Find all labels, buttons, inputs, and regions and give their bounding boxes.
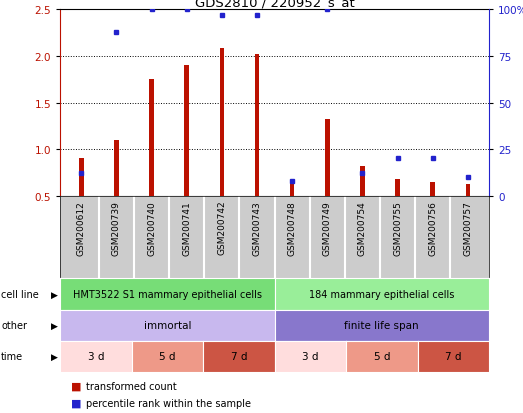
Text: ▶: ▶ — [51, 290, 58, 299]
Text: cell line: cell line — [1, 289, 39, 299]
Bar — [255, 55, 259, 196]
Text: ▶: ▶ — [51, 321, 58, 330]
Bar — [185, 66, 189, 196]
Text: ■: ■ — [71, 381, 81, 391]
Bar — [290, 182, 294, 196]
Text: ■: ■ — [71, 398, 81, 408]
Bar — [79, 159, 84, 196]
Bar — [149, 80, 154, 196]
Text: GSM200743: GSM200743 — [253, 200, 262, 255]
Text: GSM200612: GSM200612 — [77, 200, 86, 255]
Text: time: time — [1, 351, 23, 361]
Text: GSM200742: GSM200742 — [218, 200, 226, 255]
Text: GSM200755: GSM200755 — [393, 200, 402, 255]
Text: ▶: ▶ — [51, 352, 58, 361]
Bar — [395, 179, 400, 196]
Text: 5 d: 5 d — [373, 351, 390, 361]
Text: 7 d: 7 d — [445, 351, 461, 361]
Text: GSM200754: GSM200754 — [358, 200, 367, 255]
Bar — [114, 140, 119, 196]
Text: 5 d: 5 d — [159, 351, 176, 361]
Text: GSM200756: GSM200756 — [428, 200, 437, 255]
Text: other: other — [1, 320, 27, 330]
Text: 3 d: 3 d — [88, 351, 104, 361]
Text: GSM200748: GSM200748 — [288, 200, 297, 255]
Text: 3 d: 3 d — [302, 351, 319, 361]
Title: GDS2810 / 220952_s_at: GDS2810 / 220952_s_at — [195, 0, 355, 9]
Bar — [325, 120, 329, 196]
Text: HMT3522 S1 mammary epithelial cells: HMT3522 S1 mammary epithelial cells — [73, 289, 262, 299]
Text: transformed count: transformed count — [86, 381, 177, 391]
Text: GSM200739: GSM200739 — [112, 200, 121, 255]
Bar — [465, 185, 470, 196]
Text: finite life span: finite life span — [345, 320, 419, 330]
Text: GSM200757: GSM200757 — [463, 200, 472, 255]
Bar — [220, 50, 224, 196]
Bar — [430, 182, 435, 196]
Text: GSM200740: GSM200740 — [147, 200, 156, 255]
Text: immortal: immortal — [144, 320, 191, 330]
Text: 7 d: 7 d — [231, 351, 247, 361]
Text: GSM200741: GSM200741 — [182, 200, 191, 255]
Bar — [360, 166, 365, 196]
Text: 184 mammary epithelial cells: 184 mammary epithelial cells — [309, 289, 454, 299]
Text: GSM200749: GSM200749 — [323, 200, 332, 255]
Text: percentile rank within the sample: percentile rank within the sample — [86, 398, 251, 408]
